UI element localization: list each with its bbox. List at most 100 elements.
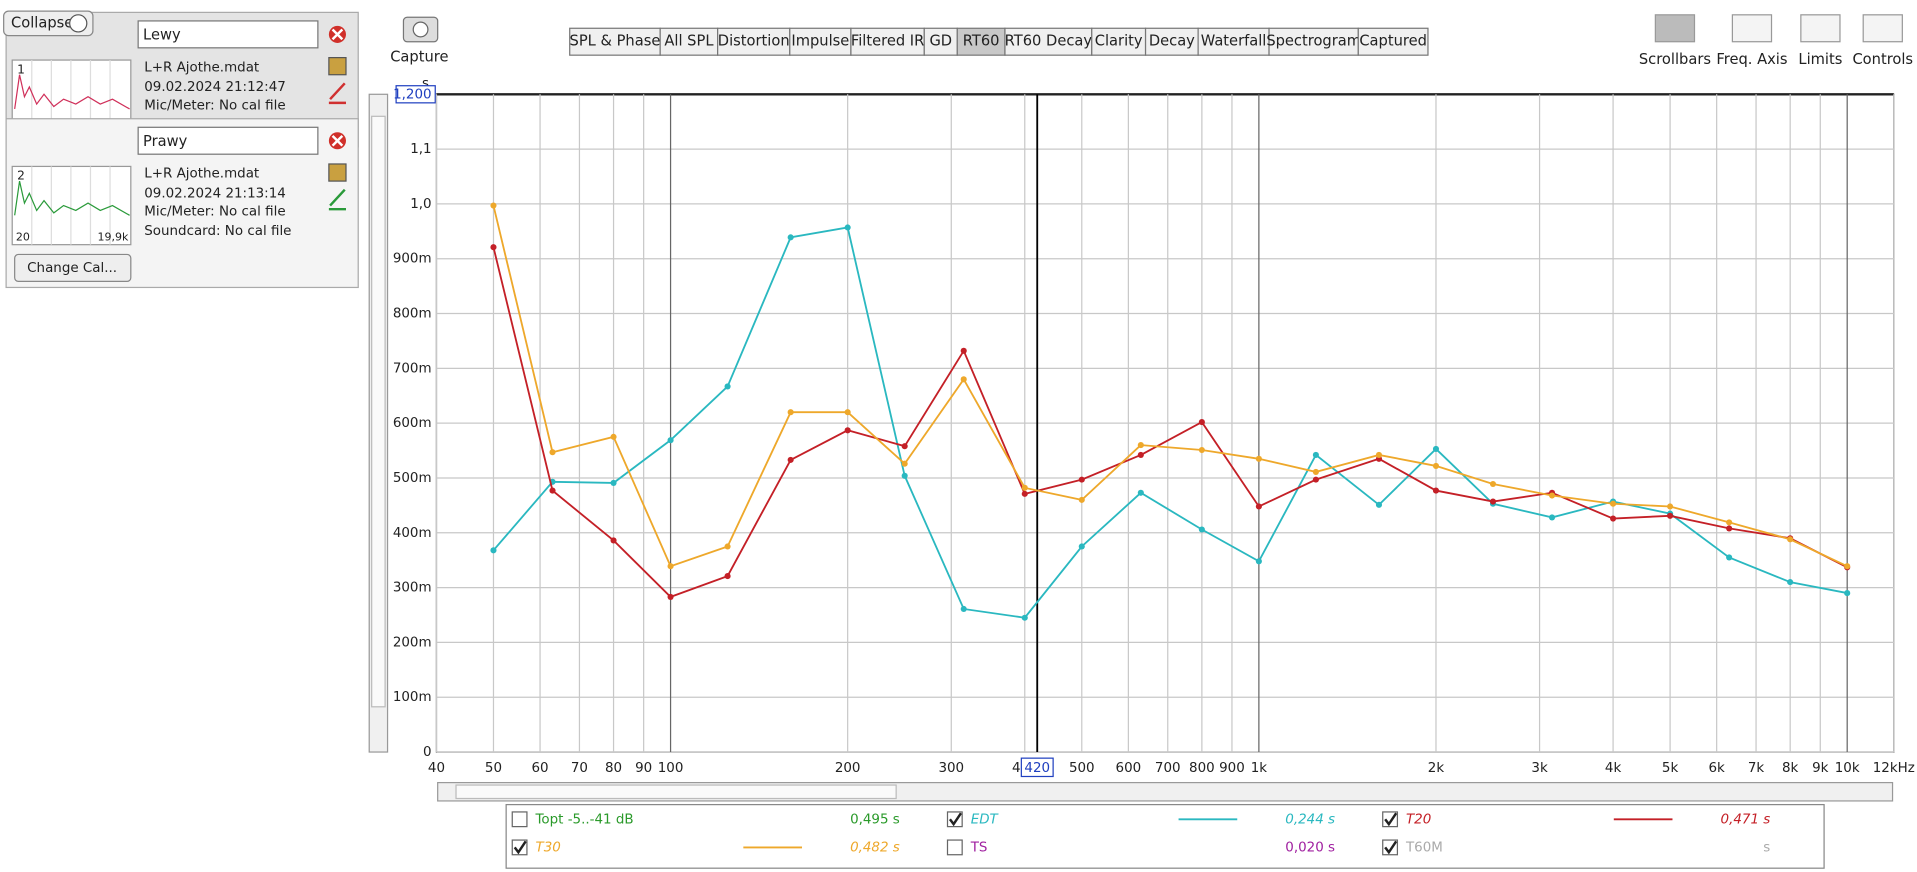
collapse-icon xyxy=(69,14,88,33)
data-point xyxy=(1548,514,1556,521)
date: 09.02.2024 21:12:47 xyxy=(144,80,286,95)
thumb-curve xyxy=(14,180,130,216)
change-cal-button[interactable] xyxy=(14,253,132,282)
v-scroll-thumb[interactable] xyxy=(371,115,386,708)
y-tick-label: 200m xyxy=(393,635,432,650)
h-scroll-thumb[interactable] xyxy=(455,784,897,800)
legend-box xyxy=(505,803,1825,869)
y-tick-label: 1,1 xyxy=(410,142,431,157)
data-point xyxy=(1667,512,1674,519)
data-point xyxy=(1844,563,1851,570)
data-point xyxy=(667,563,674,570)
x-tick-label: 10k xyxy=(1835,761,1860,776)
x-tick-label: 50 xyxy=(485,761,502,776)
y-tick-label: 400m xyxy=(393,526,432,541)
tab[interactable] xyxy=(1144,27,1199,56)
tab-label: Clarity xyxy=(1095,33,1143,50)
x-tick-label: 900 xyxy=(1219,761,1245,776)
icon[interactable] xyxy=(328,163,347,182)
tool-icon[interactable] xyxy=(1731,14,1773,43)
data-point xyxy=(490,547,497,554)
data-point xyxy=(901,443,908,450)
tab-label: Decay xyxy=(1149,33,1195,50)
cal-info: Mic/Meter: No cal file xyxy=(144,98,285,113)
data-point xyxy=(1726,525,1733,532)
legend-checkbox[interactable] xyxy=(511,811,528,828)
x-tick-label: 9k xyxy=(1812,761,1829,776)
data-point xyxy=(1137,442,1144,449)
x-tick-label: 300 xyxy=(938,761,964,776)
y-tick-label: 0 xyxy=(423,745,432,760)
data-point xyxy=(1078,543,1085,550)
tab[interactable] xyxy=(1004,27,1093,56)
legend-name: TS xyxy=(970,840,988,855)
data-point xyxy=(1726,554,1733,561)
data-point xyxy=(667,437,674,444)
legend-name: T60M xyxy=(1405,840,1443,855)
tab-label: All SPL xyxy=(664,33,714,50)
data-point xyxy=(787,409,794,416)
data-point xyxy=(787,456,794,463)
x-tick-label: 700 xyxy=(1155,761,1181,776)
y-tick-label: 1,200 xyxy=(393,87,431,102)
tool-icon[interactable] xyxy=(1800,14,1841,43)
data-point xyxy=(490,202,497,209)
checkmark xyxy=(1384,812,1398,827)
tab-label: Waterfall xyxy=(1201,33,1267,50)
data-point xyxy=(1255,558,1262,565)
tab[interactable] xyxy=(956,27,1006,56)
file-name: L+R Ajothe.mdat xyxy=(144,60,259,75)
legend-name: T30 xyxy=(535,840,560,855)
cursor-box xyxy=(1020,757,1054,778)
data-point xyxy=(787,234,794,241)
data-point xyxy=(1198,419,1205,426)
tool-icon[interactable] xyxy=(1862,14,1903,43)
capture-label: Capture xyxy=(390,49,448,66)
x-tick-label: 80 xyxy=(605,761,622,776)
y-tick-label: 1,0 xyxy=(410,197,431,212)
capture-lens xyxy=(412,21,429,38)
title-input[interactable] xyxy=(137,126,319,155)
pen-icon xyxy=(328,188,346,211)
icon[interactable] xyxy=(328,57,347,76)
tool-icon[interactable] xyxy=(1654,14,1696,43)
data-point xyxy=(667,593,674,600)
tab[interactable] xyxy=(1268,27,1359,56)
measurement-title: Prawy xyxy=(143,133,188,150)
series-line xyxy=(492,205,1848,568)
legend-readout: 0,244 s xyxy=(1285,812,1335,827)
data-point xyxy=(610,537,617,544)
tab[interactable] xyxy=(850,27,925,56)
legend-readout: 0,471 s xyxy=(1721,812,1771,827)
tab-label: SPL & Phase xyxy=(570,33,661,50)
tab-label: Captured xyxy=(1359,33,1427,50)
data-point xyxy=(610,433,617,440)
legend-checkbox[interactable] xyxy=(946,839,963,856)
tab-label: GD xyxy=(929,33,952,50)
x-tick-label: 2k xyxy=(1428,761,1445,776)
data-point xyxy=(1078,496,1085,503)
legend-readout: s xyxy=(1763,840,1770,855)
data-point xyxy=(1198,446,1205,454)
data-point xyxy=(1255,503,1262,510)
data-point xyxy=(1667,503,1674,510)
tab-label: Distortion xyxy=(718,33,790,50)
data-point xyxy=(1375,501,1383,508)
data-point xyxy=(1489,480,1497,488)
data-point xyxy=(724,543,731,550)
tab[interactable] xyxy=(1197,27,1270,56)
title-input[interactable] xyxy=(137,20,319,49)
data-point xyxy=(1198,526,1205,533)
x-tick-label: 5k xyxy=(1662,761,1679,776)
tab[interactable] xyxy=(1357,27,1429,56)
tab[interactable] xyxy=(789,27,852,56)
data-point xyxy=(1312,476,1319,483)
checkmark xyxy=(513,840,527,855)
thumb-number: 2 xyxy=(17,169,25,183)
y-tick-label: 500m xyxy=(393,471,432,486)
measurement-title: Lewy xyxy=(143,27,181,44)
data-point xyxy=(1787,579,1794,586)
collapse-button[interactable] xyxy=(3,10,94,37)
x-tick-label: 60 xyxy=(532,761,549,776)
